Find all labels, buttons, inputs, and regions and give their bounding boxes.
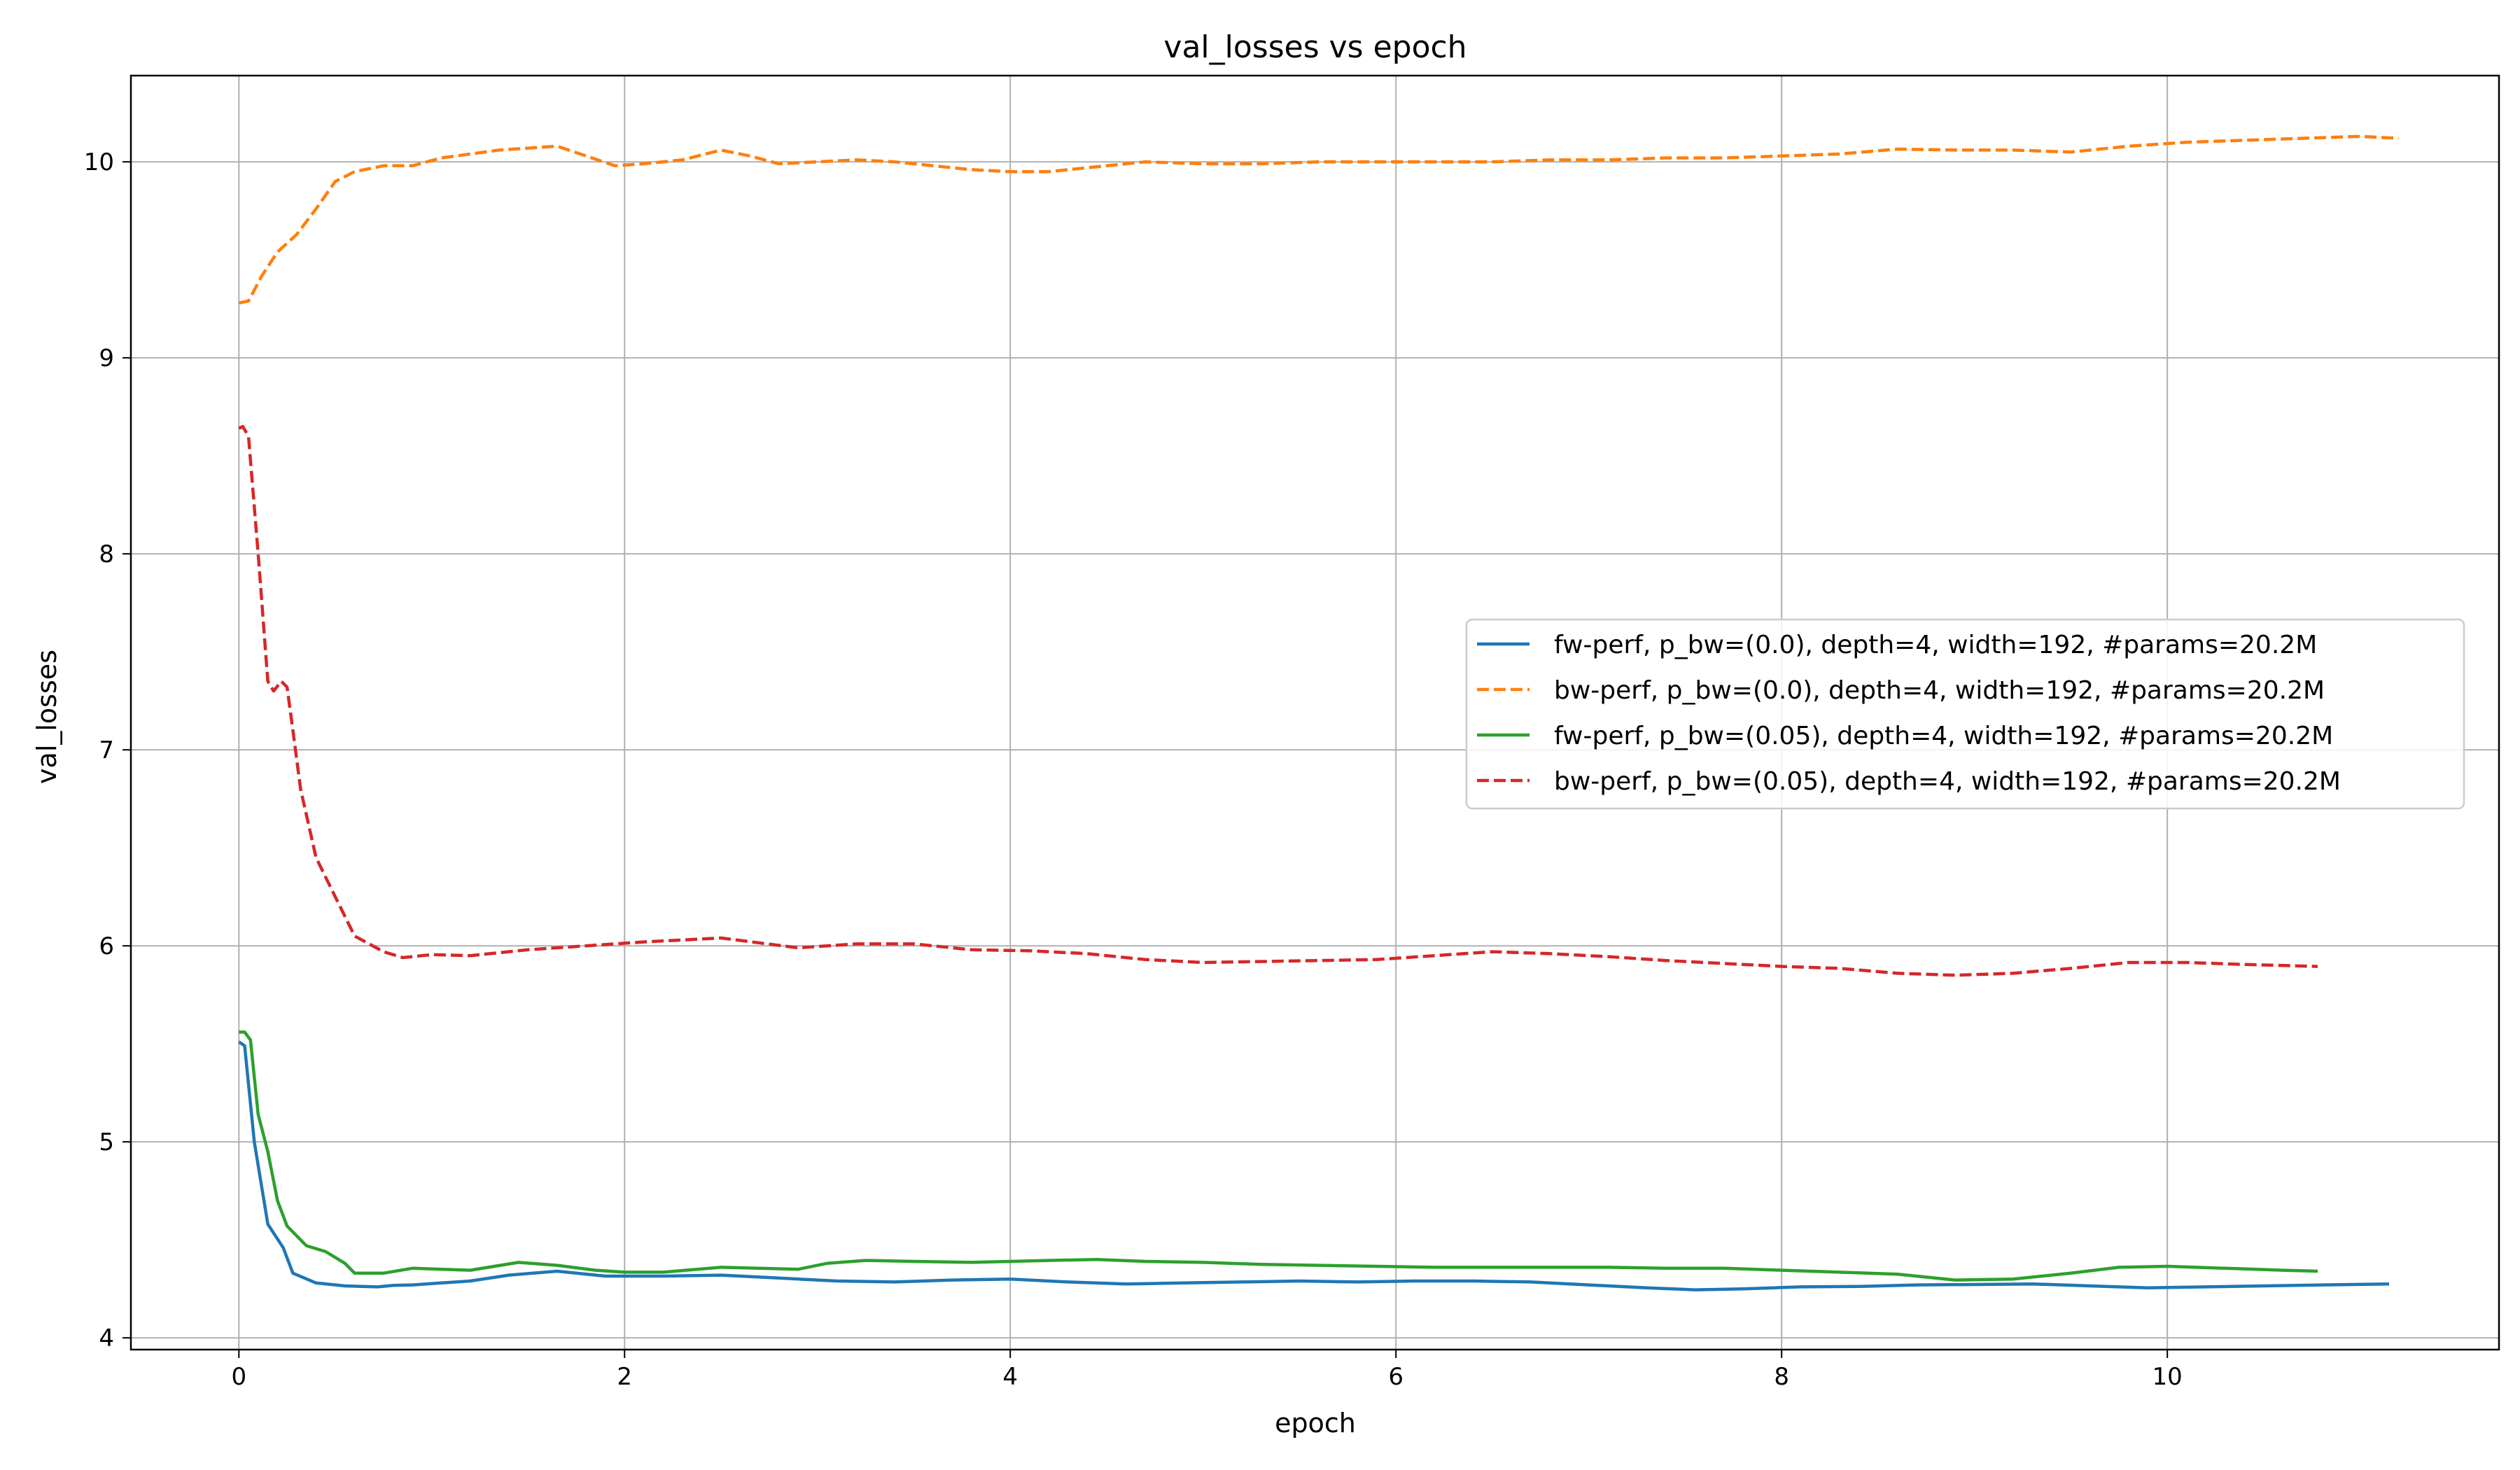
series-line-1 — [238, 1040, 2390, 1292]
legend-label-4: bw-perf, p_bw=(0.05), depth=4, width=192… — [1554, 767, 2341, 796]
y-tick-label: 10 — [84, 148, 114, 176]
series-line-2 — [238, 134, 2399, 305]
y-tick-label: 7 — [99, 736, 114, 764]
x-tick-label: 2 — [617, 1363, 632, 1391]
x-tick-label: 4 — [1002, 1363, 1018, 1391]
axis-ticks: 0 2 4 6 8 10 4 5 6 7 8 9 10 — [84, 148, 2183, 1391]
x-tick-label: 0 — [231, 1363, 246, 1391]
x-axis-title: epoch — [1275, 1408, 1356, 1438]
legend: fw-perf, p_bw=(0.0), depth=4, width=192,… — [1465, 618, 2465, 810]
y-axis-title: val_losses — [31, 650, 62, 784]
series-lines — [238, 134, 2399, 1292]
chart-title: val_losses vs epoch — [1163, 29, 1466, 65]
y-tick-label: 8 — [99, 540, 114, 568]
x-tick-label: 10 — [2152, 1363, 2183, 1391]
y-tick-label: 4 — [99, 1324, 114, 1352]
legend-box — [1465, 618, 2465, 810]
y-tick-label: 9 — [99, 344, 114, 372]
x-tick-label: 6 — [1388, 1363, 1404, 1391]
y-tick-label: 6 — [99, 932, 114, 960]
plot-area-frame — [130, 74, 2500, 1351]
legend-label-2: bw-perf, p_bw=(0.0), depth=4, width=192,… — [1554, 676, 2325, 705]
y-tick-label: 5 — [99, 1128, 114, 1156]
series-line-3 — [239, 1030, 2318, 1282]
legend-label-1: fw-perf, p_bw=(0.0), depth=4, width=192,… — [1554, 631, 2317, 659]
x-tick-label: 8 — [1774, 1363, 1789, 1391]
legend-label-3: fw-perf, p_bw=(0.05), depth=4, width=192… — [1554, 722, 2333, 750]
series-line-4 — [238, 424, 2318, 977]
